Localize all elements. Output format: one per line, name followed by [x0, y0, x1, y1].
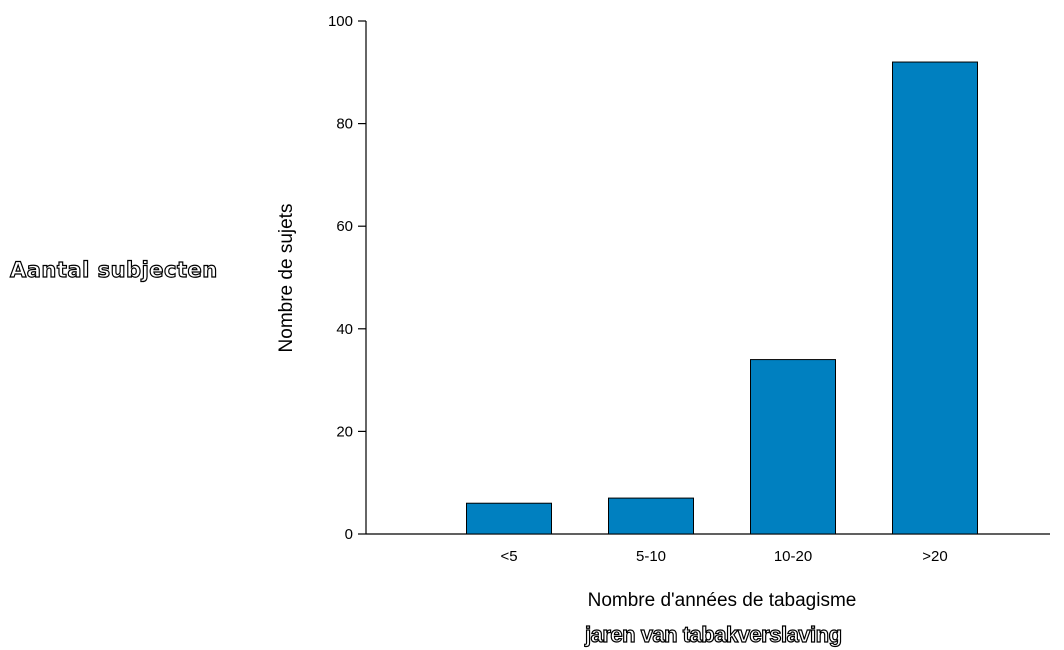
- y-axis-title: Nombre de sujets: [276, 204, 297, 353]
- y-ticks: 0 20 40 60 80 100: [328, 13, 366, 543]
- x-axis-translation-label: jaren van tabakverslaving: [585, 622, 842, 648]
- y-axis-translation-label: Aantal subjecten: [10, 258, 218, 282]
- y-tick-label: 20: [336, 423, 353, 440]
- y-tick-label: 100: [328, 13, 353, 30]
- bars: [467, 62, 978, 534]
- x-tick-label: >20: [922, 548, 947, 565]
- x-tick-label: 10-20: [774, 548, 812, 565]
- x-axis-title: Nombre d'années de tabagisme: [588, 590, 857, 611]
- y-tick-label: 40: [336, 321, 353, 338]
- x-tick-label: <5: [500, 548, 517, 565]
- bar: [467, 503, 552, 534]
- y-tick-label: 0: [345, 526, 353, 543]
- y-tick-label: 80: [336, 116, 353, 133]
- x-tick-label: 5-10: [636, 548, 666, 565]
- bar: [609, 498, 694, 534]
- bar: [751, 360, 836, 534]
- x-ticks: <5 5-10 10-20 >20: [500, 548, 947, 565]
- y-tick-label: 60: [336, 218, 353, 235]
- bar: [893, 62, 978, 534]
